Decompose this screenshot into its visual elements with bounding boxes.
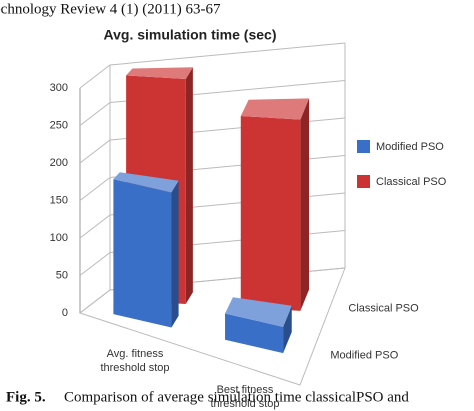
y-tick-label: 0 — [62, 307, 68, 319]
bar-top — [240, 98, 310, 120]
bar — [113, 179, 172, 328]
caption-label: Fig. 5. — [6, 389, 46, 405]
bar — [225, 313, 284, 354]
y-tick-label: 200 — [50, 157, 68, 169]
legend-label: Modified PSO — [376, 141, 444, 153]
depth-label: Classical PSO — [348, 303, 419, 315]
legend-label: Classical PSO — [376, 176, 447, 188]
x-tick-label: Best fitness threshold stop — [210, 384, 280, 410]
bar — [240, 115, 301, 311]
y-tick-label: 100 — [50, 232, 68, 244]
bar-top — [113, 172, 179, 193]
chart-title: Avg. simulation time (sec) — [104, 27, 277, 43]
caption-text: Comparison of average simulation time cl… — [64, 389, 409, 405]
bar-side — [300, 98, 310, 311]
bar-side — [283, 305, 292, 354]
y-tick-label: 150 — [50, 194, 68, 206]
x-tick-label: Avg. fitness threshold stop — [100, 348, 170, 374]
bar-side — [185, 67, 193, 304]
y-tick-label: 50 — [56, 269, 68, 281]
bar-side — [171, 180, 179, 328]
y-tick-label: 300 — [50, 82, 68, 94]
y-tick-label: 250 — [50, 119, 68, 131]
legend-swatch — [357, 140, 370, 153]
legend-swatch — [357, 175, 370, 188]
header: echnology Review 4 (1) (2011) 63-67 — [0, 1, 221, 17]
depth-label: Modified PSO — [330, 349, 398, 361]
grid-line — [79, 42, 346, 89]
grid-line — [79, 80, 346, 126]
bar-top — [126, 67, 193, 79]
bar-top — [225, 297, 292, 327]
